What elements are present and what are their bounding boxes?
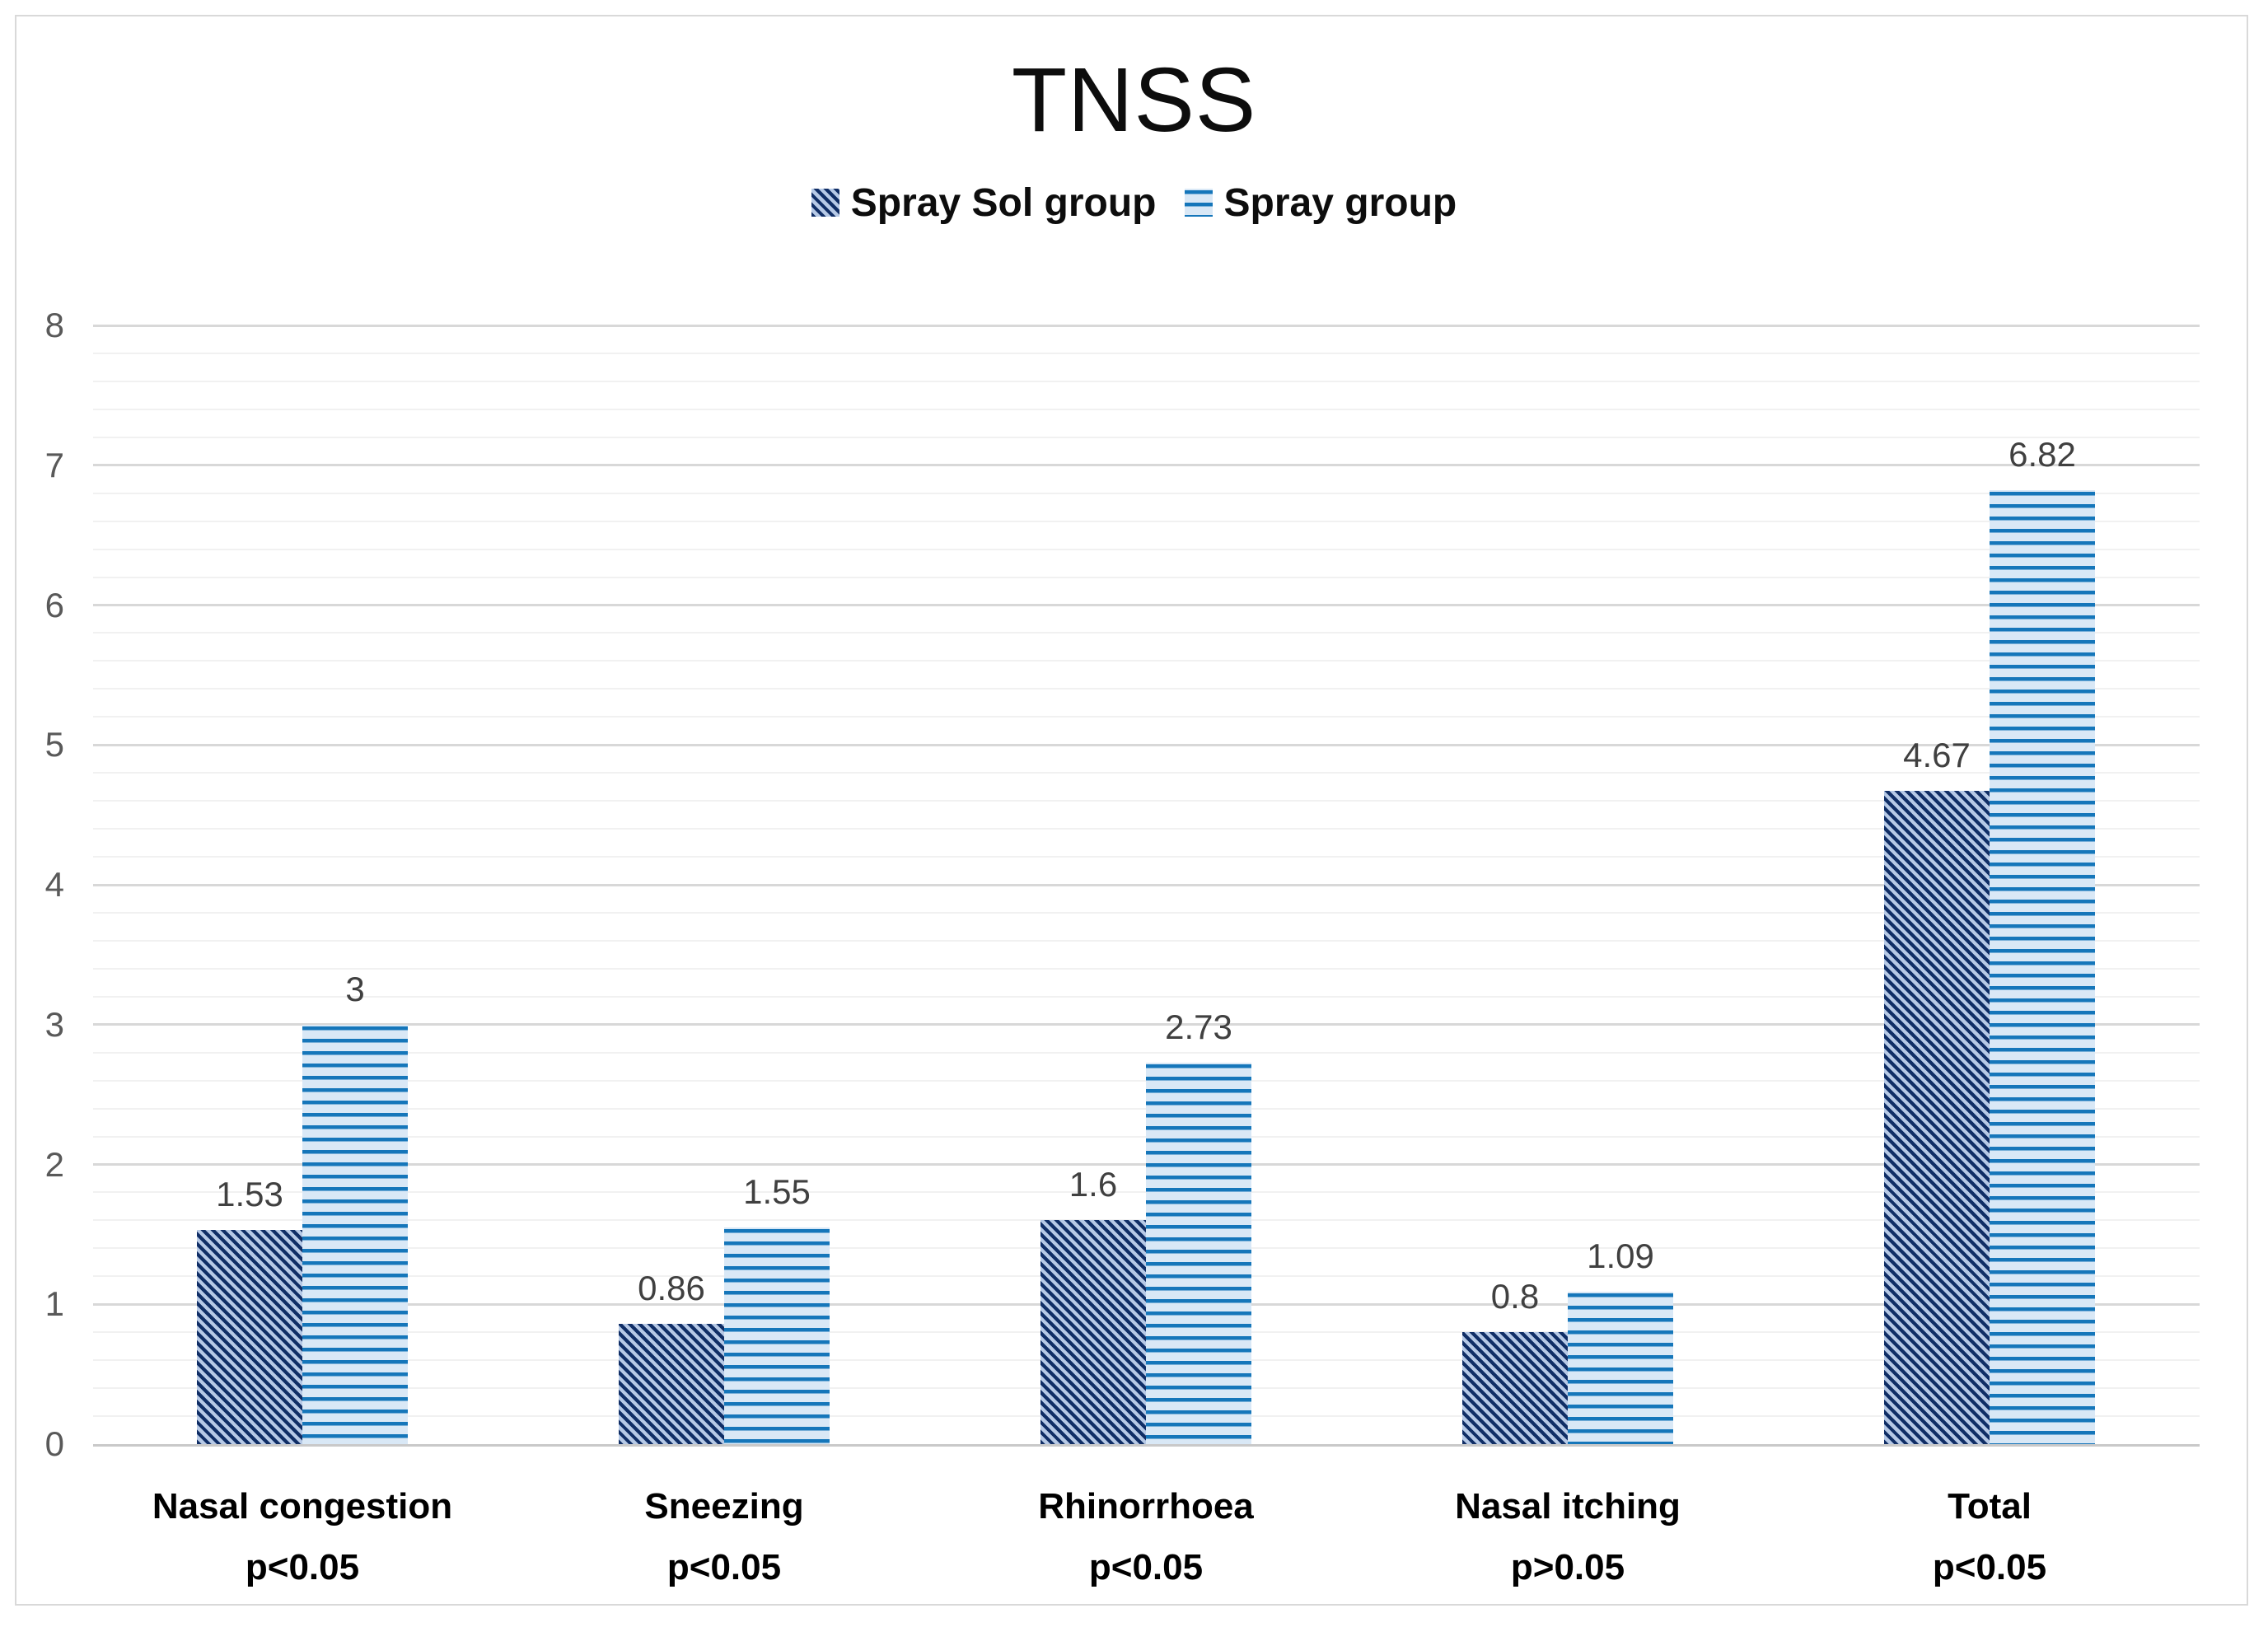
value-label-spray-group-nasal-itching: 1.09	[1587, 1236, 1654, 1275]
value-label-spray-group-rhinorrhoea: 2.73	[1165, 1007, 1232, 1046]
minor-gridline-4.2	[93, 856, 2200, 858]
minor-gridline-7.4	[93, 408, 2200, 410]
minor-gridline-6.6	[93, 520, 2200, 522]
minor-gridline-3.4	[93, 967, 2200, 970]
category-p-value: p<0.05	[245, 1547, 360, 1587]
chart-legend: Spray Sol group Spray group	[0, 180, 2268, 226]
minor-gridline-4.6	[93, 800, 2200, 802]
y-axis-tick-6: 6	[44, 585, 64, 624]
y-axis-tick-4: 4	[44, 865, 64, 904]
legend-label-spray-sol-group: Spray Sol group	[850, 180, 1157, 225]
legend-entry-spray-sol-group: Spray Sol group	[811, 180, 1157, 226]
value-label-spray-group-sneezing: 1.55	[743, 1171, 811, 1211]
minor-gridline-4.4	[93, 828, 2200, 830]
minor-gridline-7.8	[93, 352, 2200, 354]
minor-gridline-2.8	[93, 1051, 2200, 1054]
major-gridline-6.0	[93, 604, 2200, 606]
y-axis-tick-0: 0	[44, 1424, 64, 1463]
minor-gridline-6.2	[93, 576, 2200, 578]
y-axis-tick-3: 3	[44, 1004, 64, 1044]
category-label-nasal-itching: Nasal itching p>0.05	[1329, 1476, 1807, 1598]
minor-gridline-5.2	[93, 716, 2200, 718]
value-label-spray-sol-group-rhinorrhoea: 1.6	[1069, 1165, 1118, 1204]
y-axis-tick-7: 7	[44, 445, 64, 484]
major-gridline-8.0	[93, 324, 2200, 327]
value-label-spray-sol-group-nasal-itching: 0.8	[1490, 1277, 1540, 1316]
category-label-sneezing: Sneezing p<0.05	[485, 1476, 963, 1598]
minor-gridline-5.6	[93, 660, 2200, 662]
bar-spray-group-nasal-congestion	[302, 1024, 408, 1444]
x-axis-line	[93, 1444, 2200, 1447]
category-p-value: p<0.05	[666, 1547, 782, 1587]
bar-spray-group-total	[1990, 490, 2095, 1444]
chart-title: TNSS	[1011, 49, 1257, 151]
bar-spray-group-sneezing	[724, 1227, 830, 1444]
value-label-spray-sol-group-total: 4.67	[1903, 736, 1971, 775]
y-axis-tick-5: 5	[44, 725, 64, 764]
major-gridline-5.0	[93, 743, 2200, 746]
category-label-rhinorrhoea: Rhinorrhoea p<0.05	[907, 1476, 1385, 1598]
value-label-spray-sol-group-nasal-congestion: 1.53	[216, 1175, 283, 1214]
legend-entry-spray-group: Spray group	[1184, 180, 1457, 226]
minor-gridline-7.6	[93, 380, 2200, 382]
category-name: Sneezing	[644, 1486, 804, 1526]
y-axis-tick-2: 2	[44, 1144, 64, 1184]
major-gridline-7.0	[93, 464, 2200, 467]
bar-spray-group-nasal-itching	[1568, 1291, 1673, 1444]
bar-spray-sol-group-rhinorrhoea	[1040, 1220, 1146, 1444]
category-name: Rhinorrhoea	[1038, 1486, 1254, 1526]
minor-gridline-4.8	[93, 772, 2200, 774]
minor-gridline-6.4	[93, 548, 2200, 550]
value-label-spray-group-nasal-congestion: 3	[345, 969, 365, 1008]
bar-spray-sol-group-sneezing	[619, 1324, 724, 1444]
y-axis-tick-8: 8	[44, 306, 64, 344]
category-p-value: p<0.05	[1088, 1547, 1204, 1587]
minor-gridline-5.4	[93, 688, 2200, 690]
value-label-spray-sol-group-sneezing: 0.86	[638, 1269, 705, 1307]
bar-spray-group-rhinorrhoea	[1146, 1062, 1251, 1444]
category-name: Total	[1948, 1486, 2032, 1526]
category-name: Nasal congestion	[152, 1486, 453, 1526]
category-p-value: p>0.05	[1510, 1547, 1625, 1587]
category-label-total: Total p<0.05	[1751, 1476, 2228, 1598]
minor-gridline-3.6	[93, 939, 2200, 942]
minor-gridline-6.8	[93, 492, 2200, 494]
bar-spray-sol-group-nasal-itching	[1462, 1332, 1568, 1444]
minor-gridline-5.8	[93, 632, 2200, 634]
category-name: Nasal itching	[1455, 1486, 1681, 1526]
minor-gridline-7.2	[93, 436, 2200, 438]
major-gridline-3.0	[93, 1023, 2200, 1026]
major-gridline-4.0	[93, 883, 2200, 886]
minor-gridline-3.8	[93, 911, 2200, 914]
category-label-nasal-congestion: Nasal congestion p<0.05	[63, 1476, 541, 1598]
y-axis-tick-1: 1	[44, 1284, 64, 1324]
value-label-spray-group-total: 6.82	[2008, 435, 2076, 475]
category-p-value: p<0.05	[1932, 1547, 2047, 1587]
bar-spray-sol-group-nasal-congestion	[197, 1230, 302, 1444]
diagonal-stripes-swatch-icon	[811, 189, 839, 217]
bar-spray-sol-group-total	[1884, 791, 1990, 1444]
legend-label-spray-group: Spray group	[1223, 180, 1457, 225]
horizontal-stripes-swatch-icon	[1184, 189, 1213, 217]
minor-gridline-3.2	[93, 995, 2200, 998]
